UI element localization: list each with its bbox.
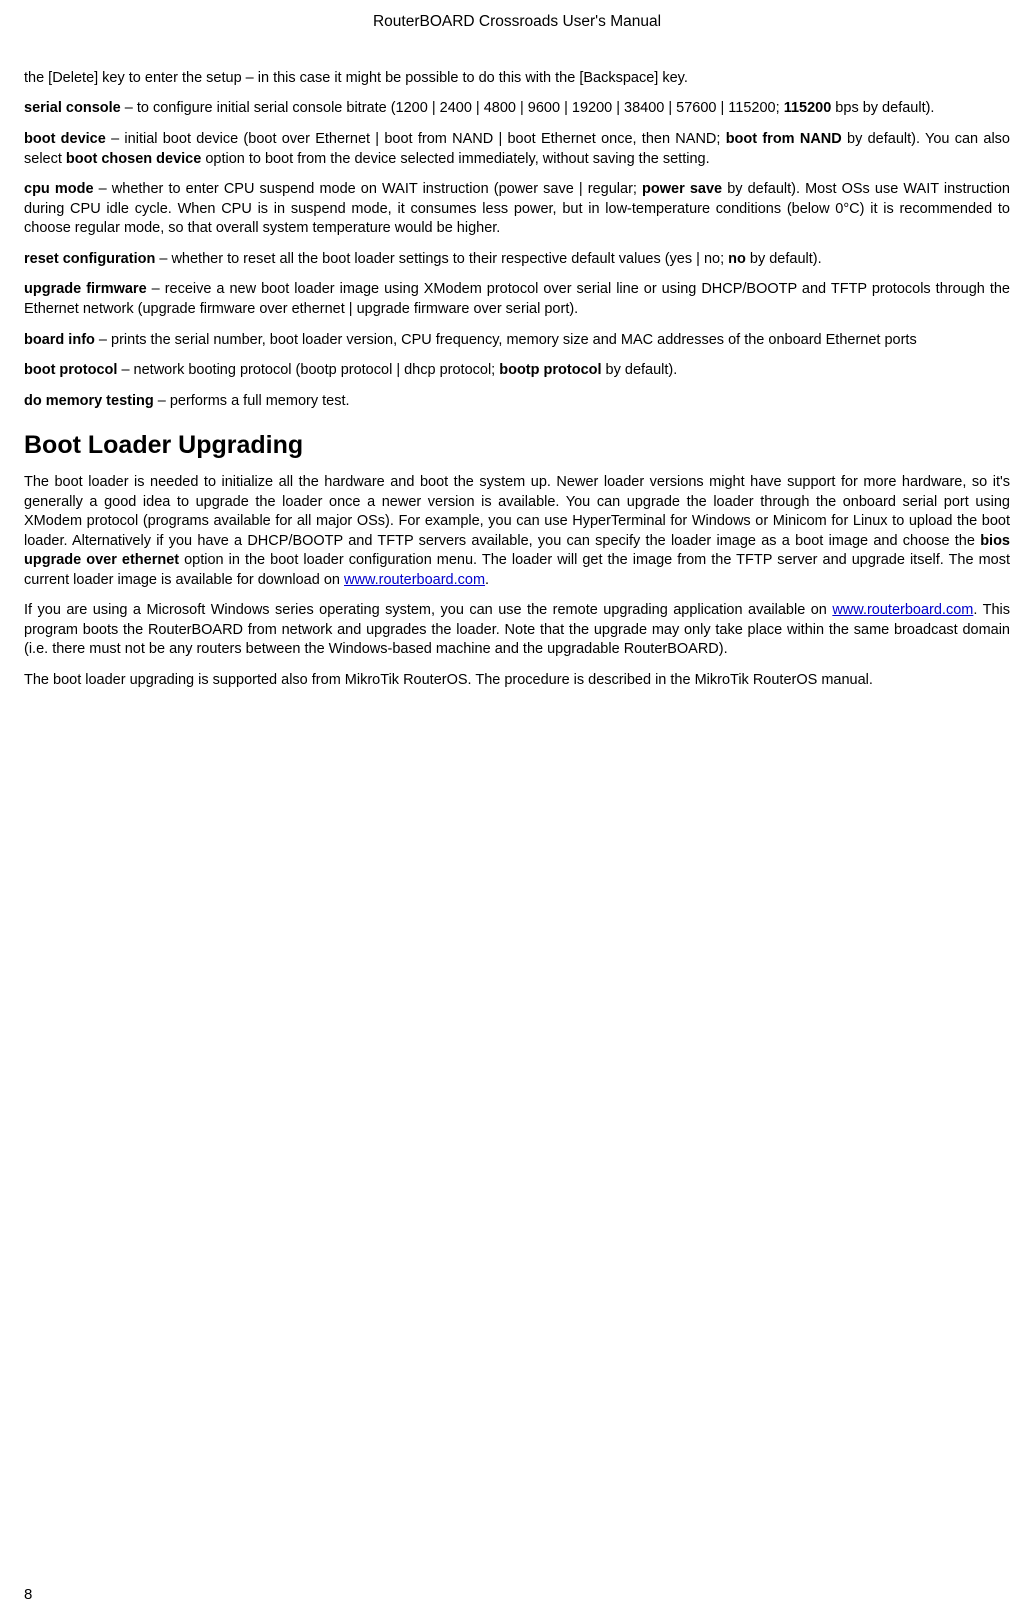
default-value: boot from NAND [726, 131, 842, 147]
option-name: boot chosen device [66, 151, 201, 167]
page-container: RouterBOARD Crossroads User's Manual the… [0, 0, 1034, 1623]
text: by default). [602, 362, 678, 378]
paragraph-upgrade-1: The boot loader is needed to initialize … [24, 473, 1010, 590]
page-number: 8 [24, 1585, 32, 1605]
paragraph-memory-testing: do memory testing – performs a full memo… [24, 392, 1010, 412]
link-routerboard[interactable]: www.routerboard.com [832, 602, 973, 618]
default-value: no [728, 251, 746, 267]
text: – whether to enter CPU suspend mode on W… [94, 181, 642, 197]
paragraph-boot-device: boot device – initial boot device (boot … [24, 130, 1010, 169]
term-serial-console: serial console [24, 100, 121, 116]
term-memory-testing: do memory testing [24, 393, 154, 409]
text: option to boot from the device selected … [201, 151, 709, 167]
text: by default). [746, 251, 822, 267]
term-cpu-mode: cpu mode [24, 181, 94, 197]
link-routerboard[interactable]: www.routerboard.com [344, 572, 485, 588]
term-board-info: board info [24, 332, 95, 348]
paragraph-cpu-mode: cpu mode – whether to enter CPU suspend … [24, 180, 1010, 239]
text: – prints the serial number, boot loader … [95, 332, 917, 348]
text: – network booting protocol (bootp protoc… [117, 362, 499, 378]
text: – to configure initial serial console bi… [121, 100, 784, 116]
default-value: bootp protocol [499, 362, 601, 378]
paragraph-boot-protocol: boot protocol – network booting protocol… [24, 361, 1010, 381]
term-boot-device: boot device [24, 131, 106, 147]
paragraph-serial-console: serial console – to configure initial se… [24, 99, 1010, 119]
text: . [485, 572, 489, 588]
text: – receive a new boot loader image using … [24, 281, 1010, 317]
text: The boot loader is needed to initialize … [24, 474, 1010, 549]
paragraph-upgrade-3: The boot loader upgrading is supported a… [24, 671, 1010, 691]
text: bps by default). [831, 100, 934, 116]
document-header: RouterBOARD Crossroads User's Manual [24, 12, 1010, 33]
text: If you are using a Microsoft Windows ser… [24, 602, 832, 618]
paragraph-upgrade-firmware: upgrade firmware – receive a new boot lo… [24, 280, 1010, 319]
paragraph-intro: the [Delete] key to enter the setup – in… [24, 69, 1010, 89]
paragraph-board-info: board info – prints the serial number, b… [24, 331, 1010, 351]
text: – performs a full memory test. [154, 393, 350, 409]
default-value: power save [642, 181, 722, 197]
term-reset-configuration: reset configuration [24, 251, 155, 267]
term-boot-protocol: boot protocol [24, 362, 117, 378]
paragraph-reset-configuration: reset configuration – whether to reset a… [24, 250, 1010, 270]
heading-boot-loader-upgrading: Boot Loader Upgrading [24, 429, 1010, 463]
paragraph-upgrade-2: If you are using a Microsoft Windows ser… [24, 601, 1010, 660]
text: – initial boot device (boot over Etherne… [106, 131, 726, 147]
text: – whether to reset all the boot loader s… [155, 251, 728, 267]
term-upgrade-firmware: upgrade firmware [24, 281, 147, 297]
default-value: 115200 [784, 100, 832, 116]
